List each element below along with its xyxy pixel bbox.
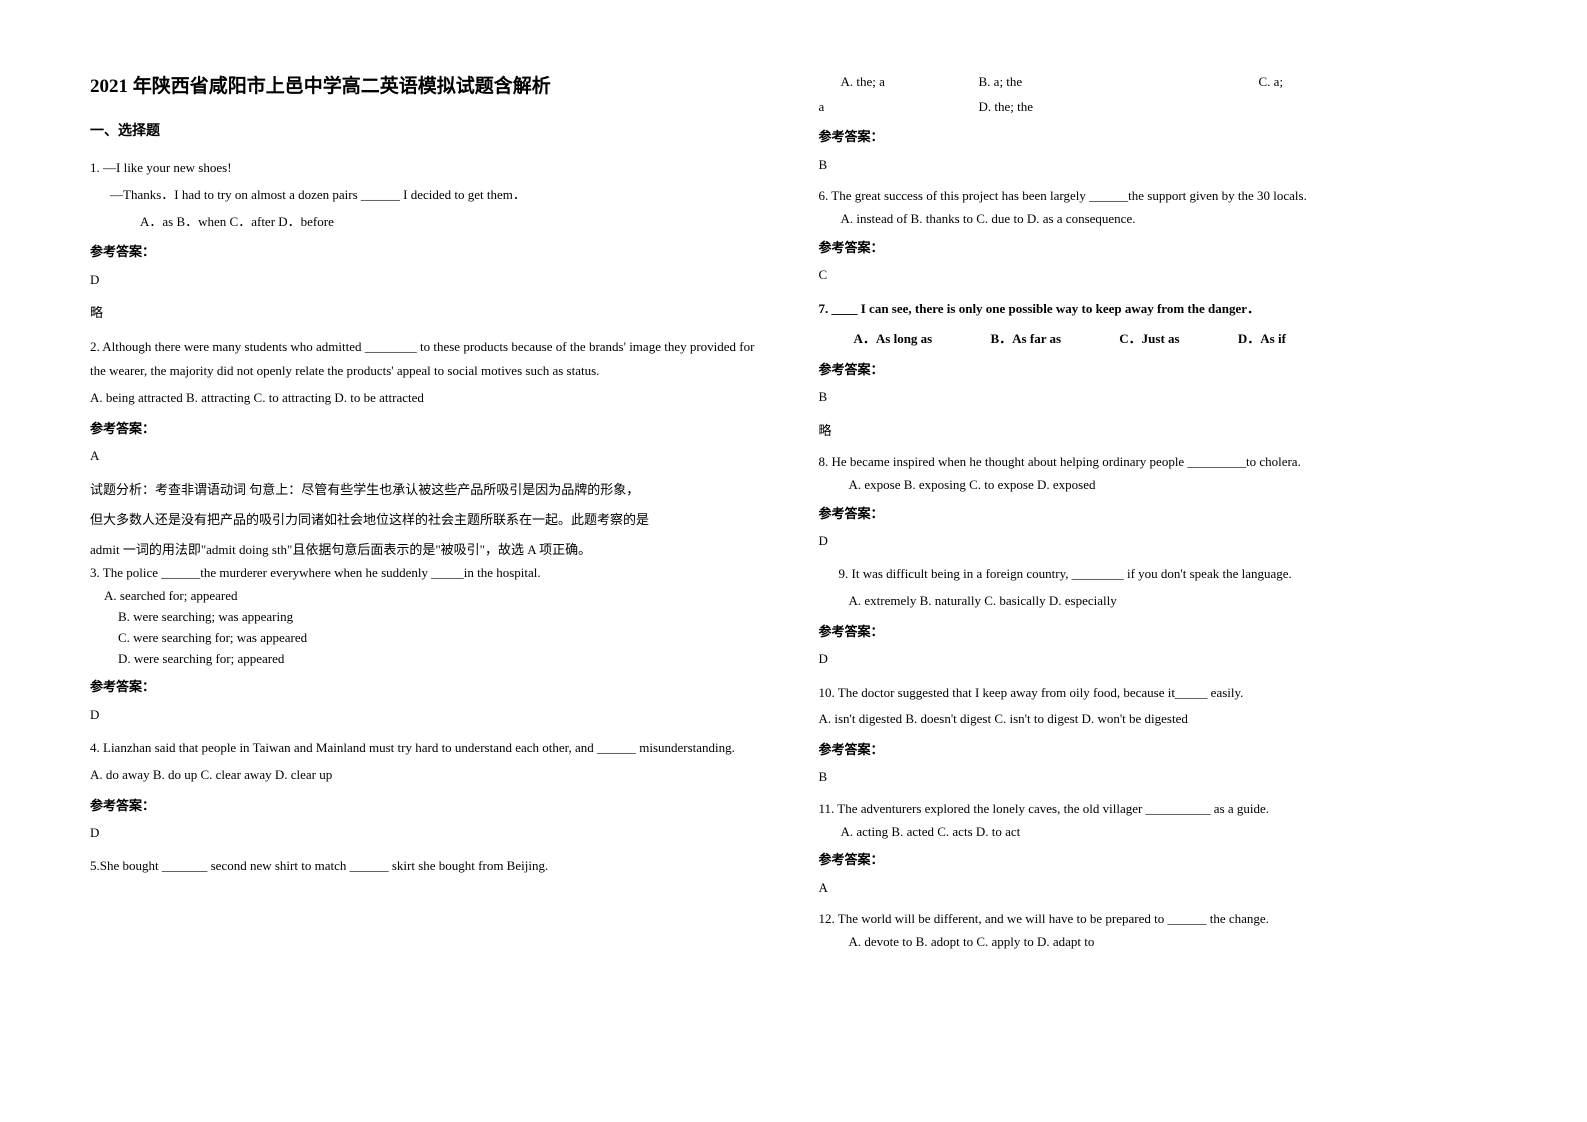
q3-answer-label: 参考答案： [90, 675, 769, 698]
q6-answer-label: 参考答案： [819, 236, 1498, 259]
q5-optB: B. a; the [979, 70, 1259, 95]
q8-options: A. expose B. exposing C. to expose D. ex… [819, 475, 1498, 496]
question-1: 1. —I like your new shoes! —Thanks．I had… [90, 156, 769, 234]
question-6: 6. The great success of this project has… [819, 186, 1498, 230]
q3-optC: C. were searching for; was appeared [90, 628, 769, 649]
q7-optD: D．As if [1238, 331, 1286, 346]
q9-answer-label: 参考答案： [819, 620, 1498, 643]
q5-optA: A. the; a [819, 70, 979, 95]
document-title: 2021 年陕西省咸阳市上邑中学高二英语模拟试题含解析 [90, 70, 769, 104]
right-column: A. the; a B. a; the C. a; a D. the; the … [819, 70, 1498, 959]
q3-optA: A. searched for; appeared [90, 586, 769, 607]
q10-text: 10. The doctor suggested that I keep awa… [819, 681, 1498, 706]
q4-text: 4. Lianzhan said that people in Taiwan a… [90, 736, 769, 761]
q5-options-row2: a D. the; the [819, 95, 1498, 120]
q11-answer: A [819, 876, 1498, 899]
q4-answer: D [90, 821, 769, 844]
q8-answer-label: 参考答案： [819, 502, 1498, 525]
q6-answer: C [819, 263, 1498, 286]
q2-options: A. being attracted B. attracting C. to a… [90, 386, 769, 411]
q3-optB: B. were searching; was appearing [90, 607, 769, 628]
q11-answer-label: 参考答案： [819, 848, 1498, 871]
q10-answer-label: 参考答案： [819, 738, 1498, 761]
section-header: 一、选择题 [90, 119, 769, 144]
q7-optB: B．As far as [991, 331, 1062, 346]
q1-note: 略 [90, 301, 769, 324]
question-4: 4. Lianzhan said that people in Taiwan a… [90, 736, 769, 787]
q5-answer-label: 参考答案： [819, 125, 1498, 148]
q7-answer-label: 参考答案： [819, 358, 1498, 381]
question-2: 2. Although there were many students who… [90, 335, 769, 411]
q3-text: 3. The police ______the murderer everywh… [90, 563, 769, 584]
q5-text: 5.She bought _______ second new shirt to… [90, 854, 769, 879]
q8-answer: D [819, 529, 1498, 552]
q1-answer-label: 参考答案： [90, 240, 769, 263]
q5-optD: D. the; the [979, 95, 1034, 120]
q10-options: A. isn't digested B. doesn't digest C. i… [819, 707, 1498, 732]
q11-options: A. acting B. acted C. acts D. to act [819, 822, 1498, 843]
question-12: 12. The world will be different, and we … [819, 909, 1498, 953]
q5-options-block: A. the; a B. a; the C. a; a D. the; the [819, 70, 1498, 119]
q1-line1: 1. —I like your new shoes! [90, 156, 769, 181]
q4-options: A. do away B. do up C. clear away D. cle… [90, 763, 769, 788]
question-8: 8. He became inspired when he thought ab… [819, 452, 1498, 496]
q1-line2: —Thanks．I had to try on almost a dozen p… [90, 183, 769, 208]
q7-options: A．As long as B．As far as C．Just as D．As … [819, 327, 1498, 352]
q6-text: 6. The great success of this project has… [819, 186, 1498, 207]
q8-text: 8. He became inspired when he thought ab… [819, 452, 1498, 473]
q7-optA: A．As long as [854, 331, 933, 346]
q2-text: 2. Although there were many students who… [90, 335, 769, 384]
q1-options: A．as B．when C．after D．before [90, 210, 769, 235]
page-container: 2021 年陕西省咸阳市上邑中学高二英语模拟试题含解析 一、选择题 1. —I … [90, 70, 1497, 959]
q5-optC: C. a; [1259, 70, 1284, 95]
q3-answer: D [90, 703, 769, 726]
q2-analysis1: 试题分析：考查非谓语动词 句意上：尽管有些学生也承认被这些产品所吸引是因为品牌的… [90, 477, 769, 503]
q12-text: 12. The world will be different, and we … [819, 909, 1498, 930]
q1-answer: D [90, 268, 769, 291]
q7-answer: B [819, 385, 1498, 408]
q7-note: 略 [819, 419, 1498, 442]
question-5: 5.She bought _______ second new shirt to… [90, 854, 769, 879]
q2-analysis2: 但大多数人还是没有把产品的吸引力同诸如社会地位这样的社会主题所联系在一起。此题考… [90, 507, 769, 533]
q5-options-row1: A. the; a B. a; the C. a; [819, 70, 1498, 95]
q11-text: 11. The adventurers explored the lonely … [819, 799, 1498, 820]
question-9: 9. It was difficult being in a foreign c… [819, 562, 1498, 613]
q4-answer-label: 参考答案： [90, 794, 769, 817]
q7-optC: C．Just as [1119, 331, 1179, 346]
q9-answer: D [819, 647, 1498, 670]
q6-options: A. instead of B. thanks to C. due to D. … [819, 209, 1498, 230]
q10-answer: B [819, 765, 1498, 788]
q12-options: A. devote to B. adopt to C. apply to D. … [819, 932, 1498, 953]
q3-optD: D. were searching for; appeared [90, 649, 769, 670]
q2-answer-label: 参考答案： [90, 417, 769, 440]
q5-optC2: a [819, 95, 979, 120]
question-10: 10. The doctor suggested that I keep awa… [819, 681, 1498, 732]
question-11: 11. The adventurers explored the lonely … [819, 799, 1498, 843]
q9-options: A. extremely B. naturally C. basically D… [839, 589, 1498, 614]
left-column: 2021 年陕西省咸阳市上邑中学高二英语模拟试题含解析 一、选择题 1. —I … [90, 70, 769, 959]
q7-text: 7. ____ I can see, there is only one pos… [819, 297, 1498, 322]
q9-text: 9. It was difficult being in a foreign c… [839, 562, 1498, 587]
q5-answer: B [819, 153, 1498, 176]
question-7: 7. ____ I can see, there is only one pos… [819, 297, 1498, 352]
question-3: 3. The police ______the murderer everywh… [90, 563, 769, 669]
q2-analysis3: admit 一词的用法即"admit doing sth"且依据句意后面表示的是… [90, 537, 769, 563]
q2-answer: A [90, 444, 769, 467]
